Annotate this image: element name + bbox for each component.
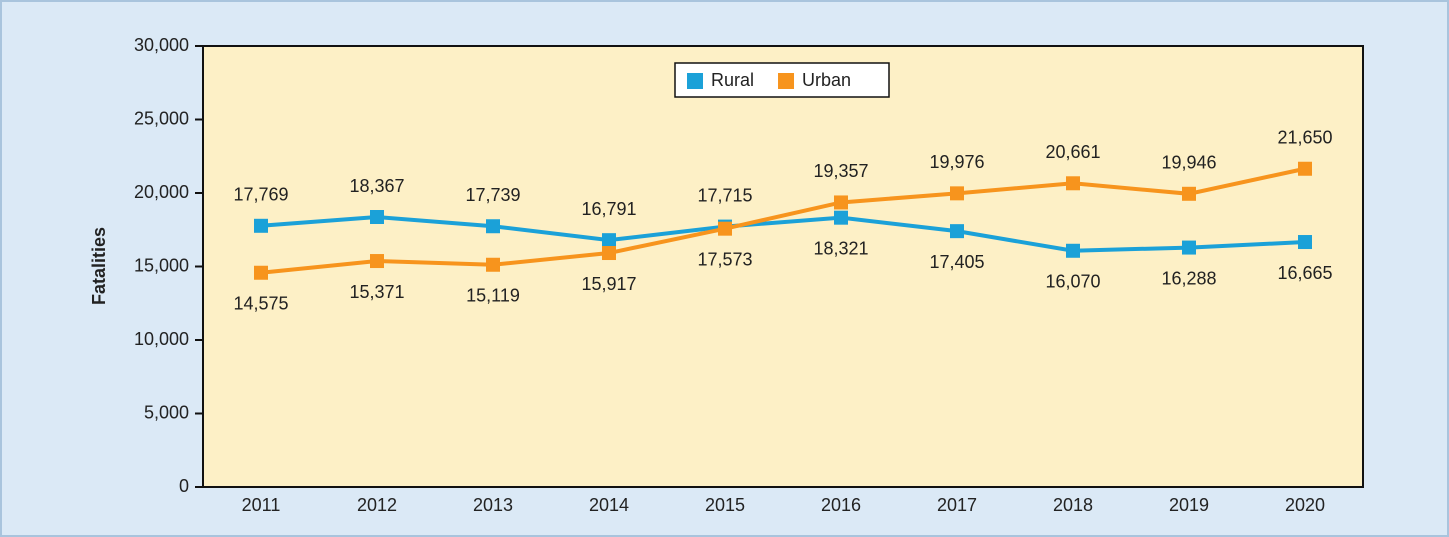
data-label: 14,575 [233, 293, 288, 313]
y-axis-label: Fatalities [89, 227, 109, 305]
x-tick-label: 2019 [1169, 495, 1209, 515]
marker [1182, 240, 1196, 255]
data-label: 16,791 [581, 199, 636, 219]
marker [486, 257, 500, 272]
marker [950, 224, 964, 239]
data-label: 20,661 [1045, 142, 1100, 162]
x-tick-label: 2017 [937, 495, 977, 515]
plot-area [202, 45, 1364, 488]
marker [254, 218, 268, 233]
marker [602, 233, 616, 248]
data-label: 19,946 [1161, 153, 1216, 173]
data-label: 17,715 [697, 185, 752, 205]
x-tick-label: 2011 [242, 495, 281, 515]
data-label: 17,405 [929, 252, 984, 272]
x-tick-label: 2016 [821, 495, 861, 515]
legend-label: Rural [711, 70, 754, 90]
series-line [260, 166, 1306, 275]
data-label: 17,573 [697, 249, 752, 269]
x-tick-label: 2020 [1285, 495, 1325, 515]
data-label: 19,976 [929, 152, 984, 172]
y-tick-label: 10,000 [134, 329, 189, 349]
marker [950, 186, 964, 201]
x-tick-label: 2013 [473, 495, 513, 515]
x-tick-label: 2018 [1053, 495, 1093, 515]
data-label: 15,371 [349, 282, 404, 302]
marker [834, 210, 848, 225]
legend-swatch [778, 73, 795, 89]
data-label: 16,665 [1277, 263, 1332, 283]
marker [486, 219, 500, 234]
x-tick-label: 2012 [357, 495, 397, 515]
x-tick-label: 2015 [705, 495, 745, 515]
marker [370, 210, 384, 225]
y-tick-label: 15,000 [134, 255, 189, 275]
marker [254, 265, 268, 280]
y-tick-label: 25,000 [134, 108, 189, 128]
legend-label: Urban [802, 70, 851, 90]
marker [1298, 235, 1312, 250]
series-line [260, 214, 1306, 253]
marker [1182, 186, 1196, 201]
data-label: 15,119 [466, 286, 520, 306]
data-label: 16,070 [1045, 272, 1100, 292]
y-tick-label: 20,000 [134, 182, 189, 202]
legend-swatch [687, 73, 703, 89]
data-label: 17,739 [465, 185, 520, 205]
data-label: 18,367 [349, 176, 404, 196]
y-tick-label: 5,000 [144, 402, 189, 422]
marker [834, 195, 848, 210]
marker [1066, 243, 1080, 258]
x-tick-label: 2014 [589, 495, 629, 515]
marker [718, 221, 732, 236]
data-label: 18,321 [813, 238, 868, 258]
data-label: 15,917 [581, 274, 636, 294]
marker [602, 246, 616, 261]
marker [1298, 161, 1312, 176]
y-tick-label: 0 [179, 476, 189, 496]
data-label: 17,769 [233, 185, 288, 205]
data-label: 19,357 [813, 161, 868, 181]
marker [1066, 176, 1080, 191]
y-tick-label: 30,000 [134, 35, 189, 55]
data-label: 21,650 [1277, 127, 1332, 147]
data-label: 16,288 [1161, 268, 1216, 288]
marker [370, 254, 384, 269]
